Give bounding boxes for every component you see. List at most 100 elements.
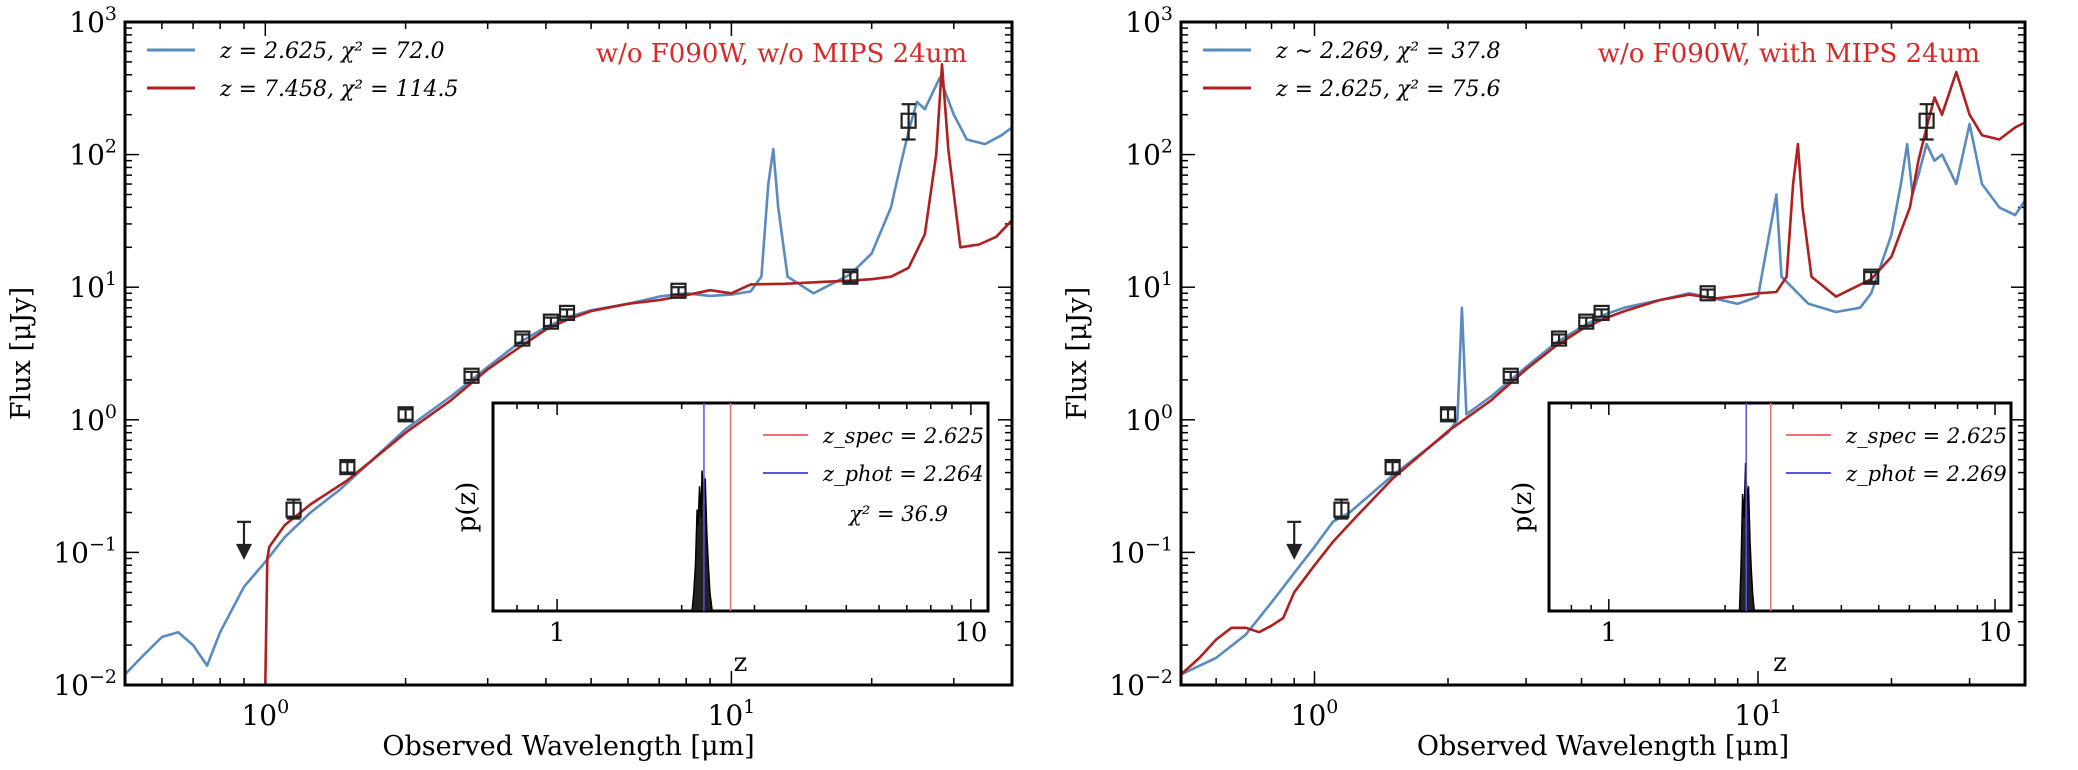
inset-frame bbox=[1547, 401, 2013, 613]
photometry-point bbox=[1863, 268, 1880, 285]
x-axis-label: Observed Wavelength [μm] bbox=[1417, 731, 1789, 762]
x-tick-label: 101 bbox=[1734, 696, 1782, 732]
photometry-point bbox=[1502, 367, 1519, 384]
inset-legend-label: z_spec = 2.625 bbox=[822, 424, 984, 448]
tick-base: 10 bbox=[1109, 669, 1145, 702]
inset-legend-label: z_phot = 2.264 bbox=[822, 462, 984, 486]
plot-frame bbox=[1179, 20, 2027, 687]
y-tick-label: 102 bbox=[69, 136, 117, 172]
photometry-point bbox=[542, 313, 560, 330]
plot-frame bbox=[123, 20, 1014, 687]
y-tick-label: 100 bbox=[69, 401, 117, 437]
inset-x-tick-label: 10 bbox=[1978, 618, 2011, 648]
panel-annotation: w/o F090W, w/o MIPS 24um bbox=[596, 39, 967, 69]
panel-annotation: w/o F090W, with MIPS 24um bbox=[1598, 39, 1980, 69]
tick-base: 10 bbox=[1291, 699, 1327, 732]
y-tick-label: 10−1 bbox=[53, 533, 117, 569]
tick-exponent: −2 bbox=[89, 666, 117, 688]
tick-base: 10 bbox=[1125, 139, 1161, 172]
y-tick-label: 103 bbox=[69, 3, 117, 39]
y-tick-label: 101 bbox=[69, 268, 117, 304]
photometry-point bbox=[1699, 285, 1716, 302]
tick-base: 10 bbox=[708, 699, 744, 732]
tick-exponent: 1 bbox=[1161, 268, 1173, 290]
tick-base: 10 bbox=[69, 271, 105, 304]
pz-inset: 1 10 z p(z) z_spec = 2.625 z_phot = 2.269 bbox=[1508, 401, 2013, 678]
y-axis-label: Flux [μJy] bbox=[1062, 287, 1093, 420]
inset-x-label: z bbox=[734, 648, 748, 678]
legend-label: z = 2.625, χ² = 72.0 bbox=[219, 39, 445, 64]
inset-y-label: p(z) bbox=[452, 482, 482, 533]
x-tick-label: 100 bbox=[241, 696, 289, 732]
photometry-point bbox=[339, 458, 356, 476]
tick-exponent: 0 bbox=[1161, 401, 1173, 423]
tick-base: 10 bbox=[69, 139, 105, 172]
photometry-point bbox=[397, 406, 414, 423]
upper-limit-arrow bbox=[1286, 543, 1303, 560]
photometry-point bbox=[463, 367, 480, 384]
tick-base: 10 bbox=[1734, 699, 1770, 732]
photometry-point bbox=[558, 304, 576, 322]
x-tick-label: 101 bbox=[708, 696, 756, 732]
tick-base: 10 bbox=[241, 699, 277, 732]
tick-exponent: 1 bbox=[1770, 696, 1782, 718]
inset-chi2: χ² = 36.9 bbox=[847, 502, 948, 526]
tick-exponent: 0 bbox=[1326, 696, 1338, 718]
tick-exponent: 0 bbox=[105, 401, 117, 423]
y-tick-label: 10−2 bbox=[53, 666, 117, 702]
tick-base: 10 bbox=[69, 404, 105, 437]
photometry-point bbox=[670, 282, 687, 299]
upper-limit-arrow bbox=[235, 543, 252, 560]
y-tick-label: 100 bbox=[1125, 401, 1173, 437]
tick-exponent: 2 bbox=[105, 136, 117, 158]
tick-exponent: 0 bbox=[277, 696, 289, 718]
photometry-point bbox=[1384, 458, 1401, 476]
pz-inset: 1 10 z p(z) z_spec = 2.625 z_phot = 2.264 χ² =… bbox=[452, 401, 990, 678]
y-axis-label: Flux [μJy] bbox=[6, 287, 37, 420]
inset-x-tick-label: 10 bbox=[954, 618, 987, 648]
inset-x-label: z bbox=[1773, 648, 1787, 678]
pz-distribution bbox=[691, 470, 714, 612]
y-tick-label: 103 bbox=[1125, 3, 1173, 39]
inset-frame bbox=[491, 401, 990, 613]
y-tick-label: 102 bbox=[1125, 136, 1173, 172]
tick-exponent: −2 bbox=[1145, 666, 1173, 688]
series-line-blue bbox=[1181, 122, 2025, 676]
legend-label: z = 2.625, χ² = 75.6 bbox=[1275, 77, 1501, 102]
tick-base: 10 bbox=[53, 669, 89, 702]
tick-base: 10 bbox=[1125, 404, 1161, 437]
series-line-red bbox=[264, 63, 1012, 685]
tick-base: 10 bbox=[69, 6, 105, 39]
tick-exponent: 3 bbox=[1161, 3, 1173, 25]
tick-exponent: −1 bbox=[1145, 533, 1173, 555]
tick-base: 10 bbox=[1125, 6, 1161, 39]
tick-exponent: 1 bbox=[105, 268, 117, 290]
photometry-point bbox=[1578, 313, 1595, 330]
tick-exponent: 1 bbox=[743, 696, 755, 718]
tick-exponent: 3 bbox=[105, 3, 117, 25]
inset-legend-label: z_spec = 2.625 bbox=[1845, 424, 2007, 448]
tick-exponent: −1 bbox=[89, 533, 117, 555]
tick-exponent: 2 bbox=[1161, 136, 1173, 158]
inset-x-tick-label: 1 bbox=[1601, 618, 1618, 648]
legend-label: z ∼ 2.269, χ² = 37.8 bbox=[1275, 39, 1501, 64]
photometry-points bbox=[285, 103, 917, 520]
legend-label: z = 7.458, χ² = 114.5 bbox=[219, 77, 459, 102]
inset-y-label: p(z) bbox=[1508, 482, 1538, 533]
photometry-point bbox=[1593, 304, 1610, 322]
photometry-point bbox=[842, 268, 859, 285]
inset-x-tick-label: 1 bbox=[549, 618, 566, 648]
tick-base: 10 bbox=[1109, 536, 1145, 569]
y-tick-label: 10−1 bbox=[1109, 533, 1173, 569]
x-axis-label: Observed Wavelength [μm] bbox=[382, 731, 754, 762]
photometry-point bbox=[514, 330, 531, 347]
tick-base: 10 bbox=[1125, 271, 1161, 304]
tick-base: 10 bbox=[53, 536, 89, 569]
x-tick-label: 100 bbox=[1291, 696, 1339, 732]
inset-legend-label: z_phot = 2.269 bbox=[1845, 462, 2007, 486]
photometry-point bbox=[1550, 330, 1568, 347]
y-tick-label: 10−2 bbox=[1109, 666, 1173, 702]
